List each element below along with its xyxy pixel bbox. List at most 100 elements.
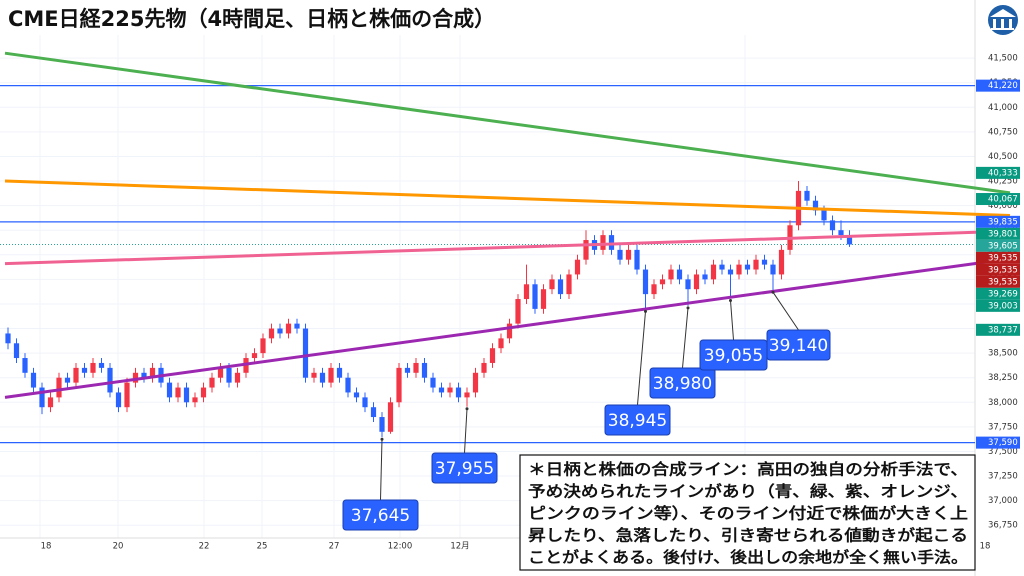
candle-body xyxy=(685,279,691,290)
annotation-box xyxy=(649,367,716,399)
x-tick-label: 22 xyxy=(199,542,210,552)
annotation-dot xyxy=(465,407,469,411)
candle-body xyxy=(285,323,292,334)
candle-body xyxy=(464,392,470,398)
candle-body xyxy=(370,407,377,418)
candle-body xyxy=(217,367,224,378)
note-line: ことがよくある。後付け、後出しの余地が全く無い手法。 xyxy=(528,548,968,567)
trend-line xyxy=(4,51,1011,195)
annotation-label: 37,955 xyxy=(435,459,494,479)
price-tag-label: 37,590 xyxy=(988,438,1018,448)
annotation-label: 37,645 xyxy=(351,506,410,526)
candle-body xyxy=(498,338,504,349)
annotation-leader xyxy=(637,311,646,406)
candle-body xyxy=(532,284,538,309)
y-tick-label: 36,750 xyxy=(988,521,1018,531)
note-line: 予め決められたラインがあり（青、緑、紫、オレンジ、 xyxy=(528,482,968,501)
note-box xyxy=(519,454,976,571)
y-tick-label: 38,500 xyxy=(988,349,1018,359)
note-line: 昇したり、急落したり、引き寄せられる値動きが起こる xyxy=(528,526,968,545)
candle-body xyxy=(481,362,487,373)
candle-body xyxy=(600,235,606,250)
x-tick-label: 12:00 xyxy=(388,542,413,552)
candle-body xyxy=(557,279,564,295)
price-tag xyxy=(976,193,1020,206)
candle-body xyxy=(625,249,632,260)
candle-body xyxy=(260,338,266,354)
candle-body xyxy=(617,249,623,260)
candle-body xyxy=(64,377,71,383)
price-tag xyxy=(976,215,1020,228)
candle-body xyxy=(804,190,810,201)
price-tag-label: 39,003 xyxy=(988,301,1018,311)
y-tick-label: 40,500 xyxy=(988,152,1018,162)
x-tick-label: 18 xyxy=(980,542,991,552)
candle-body xyxy=(132,372,139,383)
y-tick-label: 40,000 xyxy=(988,201,1018,211)
candle-body xyxy=(676,269,683,280)
candle-body xyxy=(294,323,300,329)
candle-body xyxy=(107,367,113,393)
y-tick-label: 37,750 xyxy=(988,422,1018,432)
x-tick-label: 27 xyxy=(329,542,340,552)
candle-body xyxy=(141,372,147,378)
candle-body xyxy=(659,279,666,285)
candle-body xyxy=(515,299,521,324)
candle-body xyxy=(5,333,11,344)
candle-body xyxy=(506,323,513,339)
x-tick-label: 18 xyxy=(41,542,52,552)
price-tag-label: 39,801 xyxy=(988,229,1018,239)
annotation-leader xyxy=(464,408,468,454)
annotation-dot xyxy=(729,299,732,303)
annotation-box xyxy=(431,452,498,484)
candle-body xyxy=(489,348,496,363)
candle-body xyxy=(319,372,326,383)
price-tag xyxy=(976,263,1020,276)
candle-body xyxy=(744,264,751,270)
candle-body xyxy=(13,343,20,359)
candle-body xyxy=(821,210,827,221)
candle-body xyxy=(523,284,530,300)
y-tick-label: 40,750 xyxy=(988,127,1018,137)
candle-body xyxy=(311,372,317,378)
annotation-leader xyxy=(682,307,689,369)
x-tick-label: 25 xyxy=(257,542,268,552)
candle-body xyxy=(574,259,581,275)
annotation-leader xyxy=(730,300,734,341)
candle-body xyxy=(753,259,759,270)
candle-body xyxy=(234,372,241,383)
trend-line xyxy=(4,229,1011,266)
candle-body xyxy=(22,358,28,373)
price-tag-label: 41,220 xyxy=(988,81,1018,91)
candle-body xyxy=(846,235,853,245)
candle-body xyxy=(30,372,37,388)
annotation-leader xyxy=(380,439,383,501)
price-tag xyxy=(976,251,1020,264)
candle-body xyxy=(829,220,836,231)
candle-body xyxy=(149,367,156,378)
candle-body xyxy=(702,274,708,280)
y-tick-label: 38,250 xyxy=(988,373,1018,383)
x-tick-label: 12月 xyxy=(450,542,469,552)
candle-body xyxy=(778,249,785,275)
candle-body xyxy=(642,269,649,295)
price-tag xyxy=(976,275,1020,288)
candle-body xyxy=(438,387,445,393)
candle-body xyxy=(430,377,436,388)
candle-body xyxy=(719,264,725,270)
candle-body xyxy=(345,377,351,393)
candle-body xyxy=(302,328,309,378)
candle-body xyxy=(336,367,343,378)
annotation-box xyxy=(604,404,671,436)
candle-body xyxy=(540,289,547,309)
note-line: ＊日柄と株価の合成ライン：高田の独自の分析手法で、 xyxy=(528,460,968,479)
candle-body xyxy=(455,387,462,398)
candle-body xyxy=(549,279,555,290)
logo xyxy=(988,5,1018,35)
price-tag-label: 40,333 xyxy=(988,168,1018,178)
price-tag xyxy=(976,79,1020,92)
candle-body xyxy=(761,259,768,265)
annotation-label: 38,980 xyxy=(653,374,712,394)
candle-body xyxy=(447,387,453,393)
